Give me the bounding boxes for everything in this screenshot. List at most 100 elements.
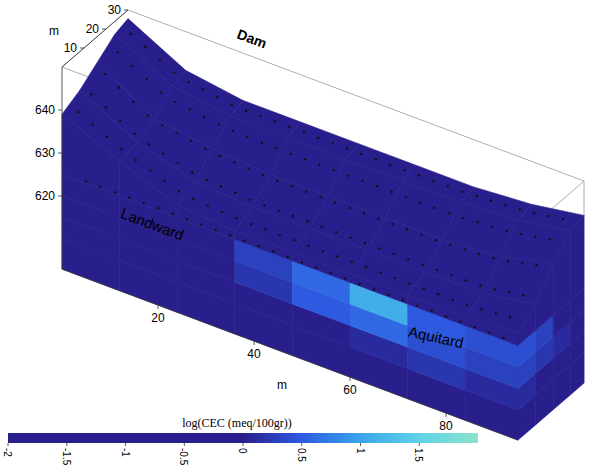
electrode xyxy=(508,291,510,293)
electrode xyxy=(521,262,523,264)
electrode xyxy=(319,196,321,198)
electrode xyxy=(504,204,506,206)
electrode xyxy=(118,87,120,89)
colorbar xyxy=(8,433,478,443)
electrode xyxy=(333,169,335,171)
electrode xyxy=(475,195,477,197)
electrode xyxy=(262,174,264,176)
electrode xyxy=(549,238,551,240)
bounding-box xyxy=(62,10,584,383)
electrode xyxy=(389,164,391,166)
x-tick-label: 60 xyxy=(343,383,357,397)
electrode xyxy=(493,288,495,290)
x-tick xyxy=(350,377,351,381)
electrode xyxy=(419,201,421,203)
electrode xyxy=(466,304,468,306)
electrode xyxy=(160,91,162,93)
y-tick xyxy=(80,48,84,49)
electrode xyxy=(145,78,147,80)
electrode xyxy=(445,315,447,317)
electrode xyxy=(335,231,337,233)
colorbar-tick xyxy=(301,443,302,446)
figure: 20406080m620630640102030mDamLandwardAqui… xyxy=(0,0,606,476)
colorbar-tick xyxy=(184,443,185,446)
electrode xyxy=(307,245,309,247)
electrode xyxy=(519,208,521,210)
electrode xyxy=(306,220,308,222)
electrode xyxy=(562,218,564,220)
box-top xyxy=(62,10,584,238)
colorbar-tick xyxy=(243,443,244,446)
electrode xyxy=(365,266,367,268)
electrode xyxy=(403,169,405,171)
electrode xyxy=(435,239,437,241)
z-tick-label: 640 xyxy=(35,103,55,117)
top-surface xyxy=(62,19,584,333)
electrode xyxy=(451,299,453,301)
colorbar-tick-label: -1.5 xyxy=(61,448,72,466)
front-face-cell xyxy=(62,114,120,196)
surface-cell xyxy=(465,293,535,332)
electrode xyxy=(77,111,79,113)
electrode xyxy=(203,116,205,118)
electrode xyxy=(231,103,233,105)
electrode xyxy=(393,253,395,255)
annotation: Landward xyxy=(119,204,187,243)
electrode xyxy=(479,285,481,287)
electrode xyxy=(216,96,218,98)
electrode xyxy=(258,245,260,247)
colorbar-tick xyxy=(360,443,361,446)
electrode xyxy=(190,140,192,142)
z-tick xyxy=(58,153,62,154)
y-tick-label: 10 xyxy=(64,41,78,55)
electrode xyxy=(379,272,381,274)
electrode xyxy=(99,186,101,188)
surface-cell xyxy=(500,220,570,264)
colorbar-tick xyxy=(125,443,126,446)
front-face-cell xyxy=(465,317,518,345)
electrode xyxy=(219,155,221,157)
electrode xyxy=(533,212,535,214)
y-tick xyxy=(124,10,128,11)
electrode xyxy=(120,148,122,150)
electrode xyxy=(117,51,119,53)
electrode xyxy=(317,137,319,139)
colorbar-tick xyxy=(419,443,420,446)
colorbar-tick-label: 0 xyxy=(237,448,248,454)
electrode xyxy=(364,242,366,244)
electrode xyxy=(348,207,350,209)
electrode xyxy=(351,261,353,263)
colorbar-tick-label: -1 xyxy=(120,448,131,457)
electrode xyxy=(279,234,281,236)
electrode xyxy=(204,148,206,150)
electrode xyxy=(448,212,450,214)
electrode xyxy=(250,223,252,225)
electrode xyxy=(178,190,180,192)
electrode xyxy=(344,277,346,279)
electrode xyxy=(246,136,248,138)
front-face-cell xyxy=(177,205,235,240)
electrode xyxy=(171,213,173,215)
y-tick-label: 20 xyxy=(86,22,100,36)
electrode xyxy=(133,132,135,134)
electrode xyxy=(433,207,435,209)
electrode xyxy=(461,191,463,193)
y-axis-line xyxy=(62,10,128,67)
electrode xyxy=(221,211,223,213)
electrode xyxy=(303,131,305,133)
electrode xyxy=(520,233,522,235)
electrode xyxy=(235,217,237,219)
electrode xyxy=(408,282,410,284)
y-axis-title: m xyxy=(49,24,59,38)
electrode xyxy=(318,164,320,166)
electrode xyxy=(177,162,179,164)
electrode xyxy=(200,223,202,225)
front-face-cell xyxy=(292,252,350,282)
electrode xyxy=(202,88,204,90)
electrode xyxy=(132,100,134,102)
electrode xyxy=(432,180,434,182)
electrode xyxy=(142,202,144,204)
electrode xyxy=(465,279,467,281)
electrode xyxy=(423,288,425,290)
electrode xyxy=(304,158,306,160)
